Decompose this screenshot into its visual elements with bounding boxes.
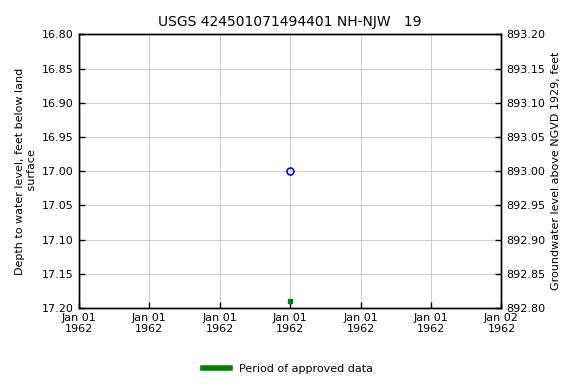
Title: USGS 424501071494401 NH-NJW   19: USGS 424501071494401 NH-NJW 19 — [158, 15, 422, 29]
Y-axis label: Groundwater level above NGVD 1929, feet: Groundwater level above NGVD 1929, feet — [551, 52, 561, 290]
Legend: Period of approved data: Period of approved data — [198, 359, 378, 379]
Y-axis label: Depth to water level, feet below land
 surface: Depth to water level, feet below land su… — [15, 68, 37, 275]
